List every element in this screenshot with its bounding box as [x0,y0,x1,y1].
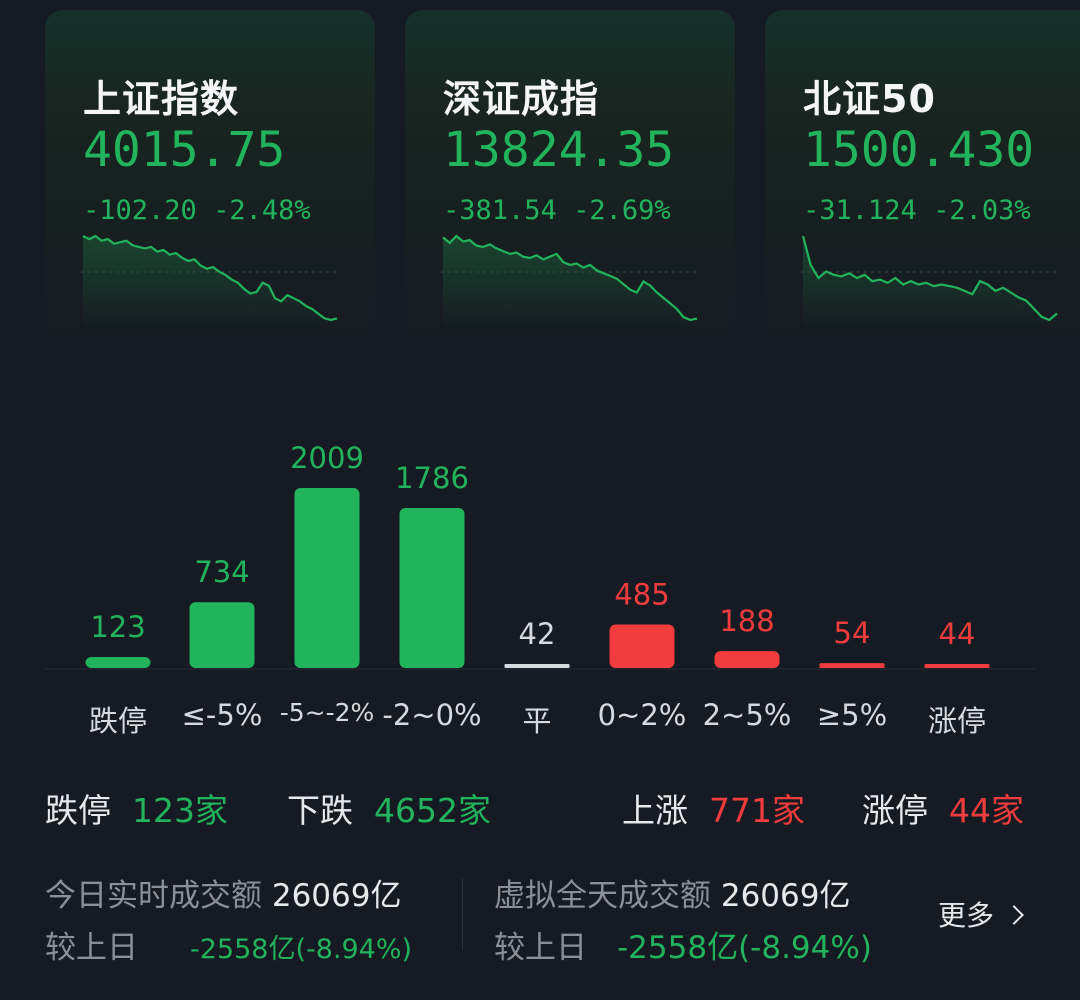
bar-value-label: 2009 [290,441,364,475]
sparkline-area [83,236,337,330]
limit-up-stat: 涨停 44家 [862,791,1024,830]
bar-value-label: 42 [519,617,556,651]
bar-value-label: 485 [614,578,669,612]
sparkline-line [82,234,338,322]
sparkline-area [443,236,697,330]
bar-category-label: 平 [522,704,552,738]
bar-category-label: 涨停 [927,704,986,738]
distribution-bar [85,656,151,668]
distribution-bar [399,507,465,668]
index-change: -381.54 -2.69% [443,195,671,226]
limit-down-stat: 跌停 123家 [45,791,228,830]
sparkline-chart [441,234,699,330]
index-price: 13824.35 [443,122,675,178]
virtual-turnover-compare: 较上日 -2558亿(-8.94%) [494,930,872,966]
index-price: 1500.430 [803,122,1035,178]
bar-category-label: -5~-2% [279,698,375,727]
up-count: 771家 [708,791,805,830]
sparkline-area [803,236,1057,330]
distribution-bar [294,488,360,668]
up-stat: 上涨 771家 [622,791,805,830]
bar-value-label: 123 [90,610,145,644]
divider [462,878,463,950]
distribution-bar [819,663,885,668]
distribution-bar [189,602,255,668]
distribution-bar [714,651,780,668]
limit-up-count: 44家 [948,791,1024,830]
index-change: -102.20 -2.48% [83,195,311,226]
bar-value-label: 44 [939,617,976,651]
bar-category-label: 0~2% [597,698,687,732]
index-card-shenzhen[interactable]: 深证成指 13824.35 -381.54 -2.69% [405,10,735,360]
sparkline-chart [81,234,339,330]
sparkline-line [442,234,698,322]
bar-value-label: 1786 [395,461,469,495]
today-turnover-compare: 较上日 -2558亿(-8.94%) [45,930,413,966]
bar-category-label: 2~5% [702,698,792,732]
index-change: -31.124 -2.03% [803,195,1031,226]
bar-category-label: 跌停 [88,704,147,738]
distribution-bar [504,664,570,668]
distribution-bar [924,664,990,668]
sparkline-chart [801,235,1059,330]
index-name: 深证成指 [443,77,600,121]
index-card-beizheng50[interactable]: 北证50 1500.430 -31.124 -2.03% [765,10,1080,360]
bar-category-label: -2~0% [382,698,482,732]
more-button[interactable]: 更多 [938,894,1024,934]
bar-value-label: 54 [834,616,871,650]
bar-category-label: ≤-5% [181,698,263,732]
bar-category-label: ≥5% [816,698,888,732]
bar-value-label: 734 [194,555,249,589]
limit-down-count: 123家 [131,791,228,830]
virtual-turnover: 虚拟全天成交额 26069亿 [494,878,851,914]
today-turnover-value: 26069亿 [271,878,402,914]
down-stat: 下跌 4652家 [287,791,491,830]
down-count: 4652家 [373,791,491,830]
sparkline-line [801,235,1058,322]
rise-fall-distribution-chart: 123 734 2009 1786 42 485 188 54 44 [45,441,1035,670]
index-card-shanghai[interactable]: 上证指数 4015.75 -102.20 -2.48% [45,10,375,360]
index-price: 4015.75 [83,122,286,178]
index-name: 北证50 [803,77,936,121]
distribution-bar [609,624,675,668]
chevron-right-icon [1004,905,1024,925]
virtual-turnover-value: 26069亿 [720,878,851,914]
bar-value-label: 188 [719,604,774,638]
today-turnover: 今日实时成交额 26069亿 [45,878,402,914]
index-name: 上证指数 [83,77,240,121]
